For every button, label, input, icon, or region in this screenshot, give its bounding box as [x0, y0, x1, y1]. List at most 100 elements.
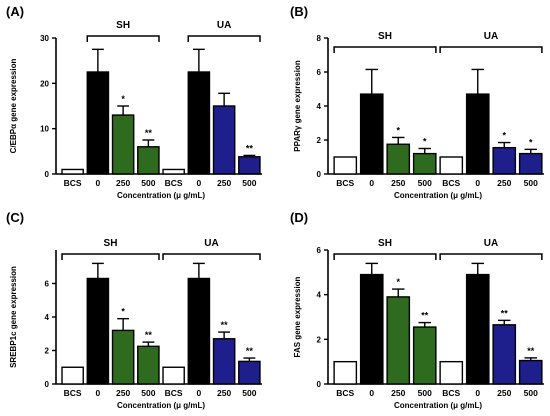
bar — [492, 146, 517, 175]
x-tick-label: 500 — [418, 388, 432, 398]
y-tick-label: 2 — [317, 136, 322, 145]
bar — [359, 93, 384, 175]
y-tick-label: 20 — [40, 79, 49, 88]
x-tick-label: 250 — [116, 388, 130, 398]
significance-marker: ** — [221, 320, 229, 330]
x-tick-label: 500 — [141, 388, 155, 398]
bar — [162, 168, 185, 175]
bar — [359, 273, 384, 385]
x-tick-label: 250 — [217, 178, 231, 188]
bar — [86, 277, 110, 385]
x-tick-label: BCS — [336, 388, 354, 398]
y-axis-label: SREBP1c gene expression — [9, 266, 18, 368]
y-tick-label: 8 — [317, 34, 322, 43]
bar — [212, 105, 236, 175]
y-tick-label: 30 — [40, 34, 49, 43]
significance-marker: * — [121, 307, 125, 317]
bar — [439, 360, 464, 385]
x-tick-label: 500 — [141, 178, 155, 188]
bar — [212, 338, 236, 385]
chart-panel-d: (D) 0 2 4 6 FAS gene expression BCS 0 * 250 ** 500 B… — [290, 210, 544, 410]
significance-marker: * — [502, 131, 506, 141]
x-tick-label: 0 — [197, 388, 202, 398]
panel-letter: (B) — [290, 4, 308, 19]
significance-marker: ** — [501, 308, 509, 318]
bar — [187, 71, 211, 175]
x-tick-label: BCS — [64, 178, 82, 188]
x-tick-label: BCS — [64, 388, 82, 398]
group-bracket — [187, 35, 261, 42]
bar — [187, 277, 211, 385]
bar — [162, 366, 185, 385]
x-tick-label: 500 — [242, 388, 256, 398]
x-tick-label: 250 — [391, 178, 405, 188]
significance-marker: ** — [527, 346, 535, 356]
panel-letter: (D) — [290, 210, 308, 225]
group-bracket — [439, 46, 543, 53]
significance-marker: ** — [246, 346, 254, 356]
group-label: SH — [116, 20, 130, 31]
y-axis-label: PPARγ gene expression — [293, 60, 302, 152]
y-tick-label: 4 — [45, 313, 50, 322]
y-tick-label: 4 — [317, 102, 322, 111]
panel-letter: (A) — [6, 4, 24, 19]
y-axis-label: FAS gene expression — [293, 276, 302, 357]
bar — [386, 296, 411, 385]
bar — [439, 156, 464, 175]
significance-marker: * — [396, 277, 400, 287]
bar — [412, 326, 437, 385]
y-tick-label: 0 — [45, 380, 50, 389]
x-tick-label: 500 — [524, 388, 538, 398]
group-label: UA — [217, 20, 231, 31]
bar — [518, 359, 543, 385]
bar — [386, 143, 411, 175]
bar — [465, 93, 490, 175]
y-axis-label: C/EBPα gene expression — [9, 59, 18, 154]
significance-marker: * — [423, 137, 427, 147]
significance-marker: ** — [145, 330, 153, 340]
x-tick-label: 0 — [475, 178, 480, 188]
x-tick-label: BCS — [442, 178, 460, 188]
y-tick-label: 0 — [317, 380, 322, 389]
bar — [518, 152, 543, 175]
y-tick-label: 6 — [317, 68, 322, 77]
x-tick-label: 0 — [197, 178, 202, 188]
x-axis-label: Concentration (μ g/mL) — [117, 191, 205, 200]
x-axis-label: Concentration (μ g/mL) — [394, 401, 482, 410]
x-axis-label: Concentration (μ g/mL) — [394, 191, 482, 200]
significance-marker: * — [529, 137, 533, 147]
bar — [238, 156, 261, 175]
chart-panel-b: (B) 0 2 4 6 8 PPARγ gene expression BCS 0 * 250 * 50… — [290, 4, 544, 200]
x-tick-label: 0 — [369, 178, 374, 188]
x-tick-label: BCS — [336, 178, 354, 188]
chart-panel-c: (C) 0 2 4 6 SREBP1c gene expression BCS 0 * 250 **… — [6, 210, 262, 410]
x-tick-label: 500 — [242, 178, 256, 188]
y-tick-label: 4 — [317, 291, 322, 300]
group-bracket — [333, 253, 437, 260]
group-label: SH — [104, 238, 118, 249]
bar — [465, 273, 490, 385]
bar — [492, 324, 517, 385]
y-tick-label: 10 — [40, 125, 49, 134]
group-bracket — [439, 253, 543, 260]
x-tick-label: BCS — [165, 388, 183, 398]
x-tick-label: 250 — [391, 388, 405, 398]
significance-marker: ** — [145, 128, 153, 138]
group-label: SH — [378, 238, 392, 249]
x-axis-label: Concentration (μ g/mL) — [117, 401, 205, 410]
y-tick-label: 6 — [317, 246, 322, 255]
x-tick-label: 250 — [497, 388, 511, 398]
panel-letter: (C) — [6, 210, 24, 225]
group-bracket — [86, 35, 160, 42]
group-bracket — [333, 46, 437, 53]
x-tick-label: 0 — [475, 388, 480, 398]
x-tick-label: 0 — [96, 178, 101, 188]
bar — [86, 71, 110, 175]
x-tick-label: 250 — [116, 178, 130, 188]
bar — [137, 345, 160, 385]
bar — [61, 168, 84, 175]
bar — [61, 366, 84, 385]
x-tick-label: BCS — [165, 178, 183, 188]
group-label: SH — [378, 31, 392, 42]
